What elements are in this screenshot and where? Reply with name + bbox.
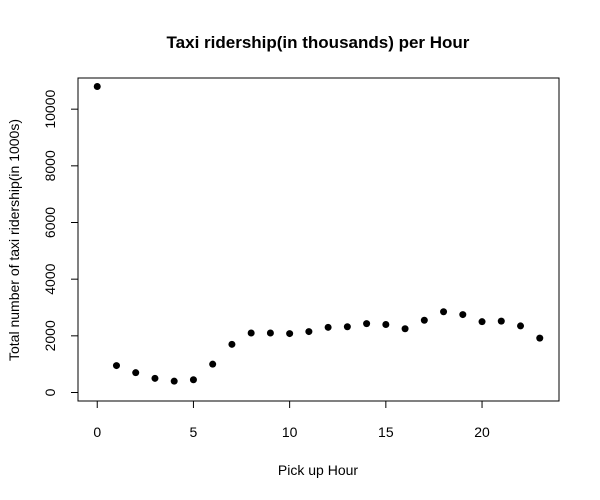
- data-point: [209, 360, 217, 368]
- data-point: [459, 311, 467, 319]
- data-point: [382, 321, 390, 328]
- data-point: [132, 369, 140, 377]
- data-point: [170, 377, 178, 385]
- data-point: [343, 323, 351, 331]
- data-point: [497, 317, 505, 325]
- data-point: [536, 334, 544, 342]
- data-point: [440, 308, 448, 316]
- data-point: [517, 322, 525, 330]
- x-axis: 0 5 10 15 20: [93, 400, 490, 440]
- data-point: [305, 328, 313, 336]
- y-axis-label: Total number of taxi ridership(in 1000s): [6, 119, 22, 361]
- y-tick-label: 10000: [42, 89, 58, 128]
- data-points: [93, 83, 544, 385]
- x-tick-label: 10: [282, 424, 298, 440]
- y-axis: 0 2000 4000 6000 8000 10000: [42, 89, 79, 396]
- data-point: [247, 329, 255, 337]
- y-tick-label: 2000: [42, 320, 58, 351]
- x-tick-label: 20: [474, 424, 490, 440]
- data-point: [112, 362, 120, 370]
- data-point: [420, 316, 428, 324]
- data-point: [228, 340, 236, 348]
- y-tick-label: 8000: [42, 150, 58, 181]
- chart-title: Taxi ridership(in thousands) per Hour: [167, 33, 470, 52]
- y-tick-label: 6000: [42, 207, 58, 238]
- y-tick-label: 4000: [42, 263, 58, 294]
- data-point: [151, 374, 159, 382]
- data-point: [401, 325, 409, 333]
- x-axis-label: Pick up Hour: [278, 462, 358, 478]
- data-point: [363, 320, 371, 328]
- data-point: [93, 83, 101, 90]
- data-point: [286, 330, 294, 338]
- x-tick-label: 5: [190, 424, 198, 440]
- plot-area: [77, 77, 560, 402]
- x-tick-label: 15: [378, 424, 394, 440]
- x-tick-label: 0: [93, 424, 101, 440]
- data-point: [478, 318, 486, 326]
- data-point: [324, 323, 332, 331]
- data-point: [266, 329, 274, 337]
- y-tick-label: 0: [42, 388, 58, 396]
- data-point: [189, 376, 197, 384]
